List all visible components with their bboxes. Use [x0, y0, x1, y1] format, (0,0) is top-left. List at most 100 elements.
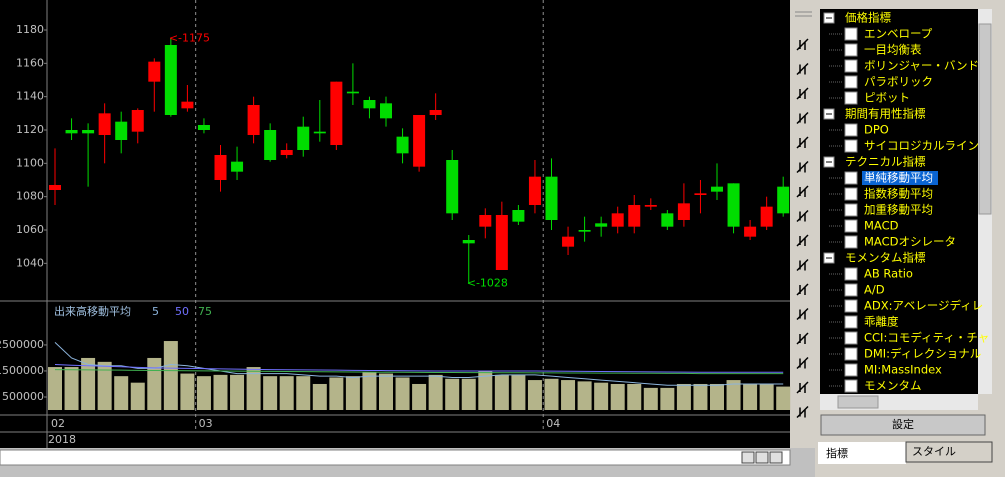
volume-bar: [163, 341, 178, 410]
tool-icon: [796, 87, 809, 100]
volume-bar: [660, 387, 675, 410]
volume-bar: [130, 382, 145, 410]
volume-bar: [561, 380, 576, 410]
volume-bar: [296, 376, 311, 410]
volume-bar: [81, 357, 96, 410]
tree-item-label[interactable]: ADX:アベレージディレ: [864, 299, 983, 313]
tree-item-label[interactable]: AB Ratio: [864, 267, 913, 281]
checkbox: [844, 75, 858, 89]
tab[interactable]: [818, 442, 906, 464]
volume-bar: [362, 372, 377, 410]
checkbox: [844, 331, 858, 345]
tree-item-label[interactable]: 単純移動平均: [864, 171, 933, 185]
tool-icon: [796, 136, 809, 149]
checkbox: [844, 203, 858, 217]
volume-bar: [230, 374, 245, 410]
tree-item-label[interactable]: 乖離度: [864, 315, 899, 329]
candle-body: [330, 81, 343, 145]
volume-bar: [312, 383, 327, 410]
candle-body: [197, 125, 210, 130]
candle-body: [297, 126, 310, 150]
candle-body: [661, 213, 674, 227]
tree-item-label[interactable]: DPO: [864, 123, 889, 137]
candle-body: [396, 136, 409, 154]
candle-body: [495, 215, 508, 270]
scroll-thumb[interactable]: [978, 23, 992, 215]
volume-bar: [329, 377, 344, 410]
volume-bar: [180, 373, 195, 410]
volume-bar: [759, 383, 774, 410]
volume-bar: [213, 374, 228, 410]
volume-bar: [345, 376, 360, 410]
tree-item-label[interactable]: サイコロジカルライン: [864, 139, 979, 153]
tree-item-label[interactable]: モメンタム: [864, 379, 922, 393]
tree-item-label[interactable]: A/D: [864, 283, 885, 297]
tree-item-label[interactable]: CCI:コモディティ・チャ: [864, 331, 989, 345]
volume-bar: [412, 383, 427, 410]
candle-body: [727, 183, 740, 227]
candle-body: [644, 205, 657, 207]
x-tick-label: 04: [546, 417, 560, 430]
tree-item-label[interactable]: ボリンジャー・バンド: [864, 59, 979, 73]
moving-average-line: [54, 363, 784, 373]
tree-item-label[interactable]: 加重移動平均: [864, 203, 933, 217]
tree-item-label[interactable]: パラボリック: [864, 75, 933, 89]
volume-bar: [726, 380, 741, 410]
volume-bar: [693, 383, 708, 410]
candle-body: [380, 103, 392, 119]
candle-body: [280, 150, 293, 155]
candle-body: [711, 186, 723, 192]
volume-bar: [279, 376, 294, 410]
checkbox: [844, 123, 858, 137]
low-annotation: <-1028: [467, 276, 508, 289]
volume-bar: [246, 367, 261, 410]
volume-bar: [610, 383, 625, 410]
candle-body: [264, 130, 277, 160]
candle-body: [760, 206, 773, 227]
tool-icon: [796, 381, 809, 394]
candle-body: [611, 213, 624, 227]
tree-item-label[interactable]: DMI:ディレクショナル: [864, 347, 981, 361]
candle-body: [313, 131, 326, 134]
settings-button-label[interactable]: 設定: [892, 417, 914, 431]
legend-entry: 5: [152, 305, 159, 318]
scroll-thumb[interactable]: [837, 395, 879, 409]
candle-body: [115, 121, 128, 140]
x-tick-label: 03: [199, 417, 213, 430]
volume-bar: [379, 373, 393, 410]
volume-bar: [461, 378, 476, 410]
tab[interactable]: [905, 441, 993, 463]
tree-item-label[interactable]: MACDオシレータ: [864, 235, 956, 249]
volume-bar: [776, 386, 791, 410]
candle-body: [562, 236, 575, 247]
candle-body: [628, 205, 641, 227]
legend-entry: 75: [198, 305, 212, 318]
tree-item-label[interactable]: 一目均衡表: [864, 43, 922, 57]
scroll-button: [741, 451, 755, 464]
tree-content: 価格指標エンベロープ一目均衡表ボリンジャー・バンドパラボリックピボット期間有用性…: [823, 11, 989, 393]
tree-item-label[interactable]: MACD: [864, 219, 899, 233]
tree-item-label[interactable]: エンベロープ: [864, 27, 933, 41]
checkbox: [844, 27, 858, 41]
volume-bar: [263, 376, 278, 410]
candle-body: [346, 91, 359, 94]
tab-label[interactable]: スタイル: [912, 445, 956, 458]
tree-item-label[interactable]: ピボット: [864, 91, 910, 105]
tree-group-label: テクニカル指標: [845, 155, 926, 169]
tree-item-label[interactable]: 指数移動平均: [864, 187, 933, 201]
tab-label[interactable]: 指標: [826, 446, 848, 460]
checkbox: [844, 219, 858, 233]
volume-bar: [511, 374, 526, 410]
candle-body: [214, 155, 227, 180]
settings-button[interactable]: [820, 414, 986, 436]
candle-body: [578, 230, 591, 232]
candle-body: [595, 223, 608, 227]
h-scrollbar[interactable]: [0, 449, 791, 466]
candle-body: [777, 186, 790, 214]
tree-group-label: 価格指標: [845, 11, 891, 25]
volume-bar: [627, 383, 642, 410]
volume-bar: [395, 377, 410, 410]
tree-item-label[interactable]: MI:MassIndex: [864, 363, 942, 377]
